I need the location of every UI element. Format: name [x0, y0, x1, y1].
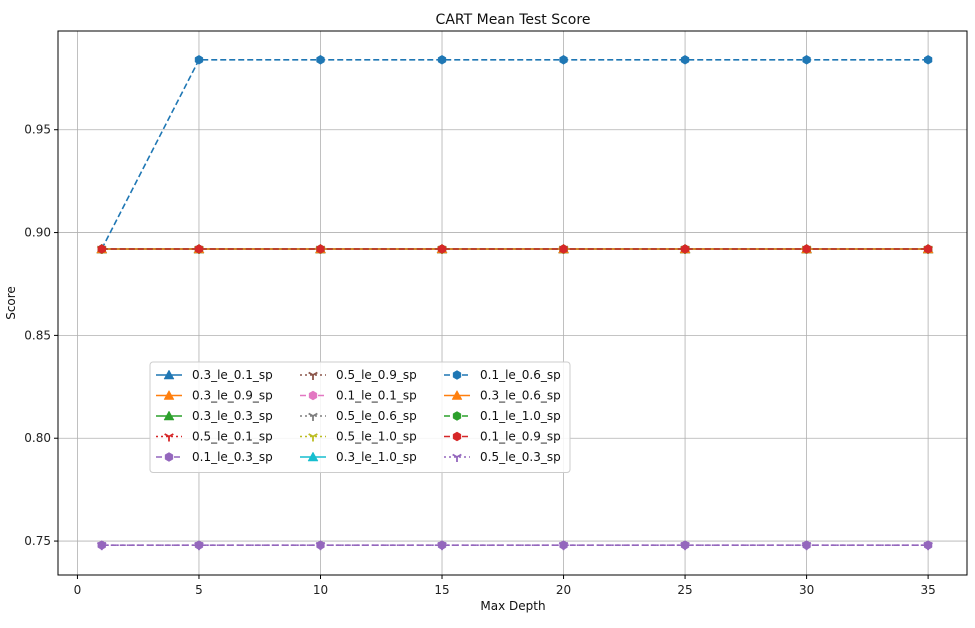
marker	[308, 371, 318, 380]
y-tick-label: 0.85	[24, 328, 51, 342]
marker	[923, 55, 933, 65]
legend-label: 0.3_le_1.0_sp	[336, 450, 417, 464]
marker	[802, 244, 811, 254]
legend-item: 0.3_le_0.1_sp	[156, 368, 273, 382]
marker	[923, 244, 933, 254]
marker	[194, 55, 204, 65]
x-tick-label: 15	[434, 583, 449, 597]
legend-box	[149, 361, 571, 473]
marker	[923, 541, 933, 551]
y-tick-label: 0.80	[24, 431, 51, 445]
legend-item: 0.5_le_0.9_sp	[300, 368, 417, 382]
legend-label: 0.1_le_1.0_sp	[480, 409, 561, 423]
marker	[437, 55, 447, 65]
legend-item: 0.1_le_1.0_sp	[444, 409, 561, 423]
marker	[558, 541, 569, 551]
marker	[451, 389, 463, 400]
series-line	[101, 58, 929, 250]
marker	[194, 541, 204, 551]
legend-label: 0.1_le_0.3_sp	[192, 450, 273, 464]
legend-label: 0.3_le_0.1_sp	[192, 368, 273, 382]
series-0.5_le_0.3_sp	[96, 541, 933, 551]
x-tick-label: 30	[799, 583, 814, 597]
marker	[802, 55, 811, 65]
marker	[163, 389, 175, 400]
marker	[437, 541, 447, 551]
legend-item: 0.1_le_0.9_sp	[444, 430, 561, 444]
marker	[97, 244, 106, 254]
y-tick-label: 0.75	[24, 534, 51, 548]
marker	[452, 411, 462, 421]
x-axis-label: Max Depth	[480, 599, 545, 613]
marker	[315, 541, 326, 551]
legend-item: 0.1_le_0.3_sp	[156, 450, 273, 464]
y-tick-label: 0.95	[24, 123, 51, 137]
legend-label: 0.1_le_0.9_sp	[480, 430, 561, 444]
legend-item: 0.3_le_0.6_sp	[444, 389, 561, 403]
x-tick-label: 0	[74, 583, 82, 597]
legend-item: 0.3_le_1.0_sp	[300, 450, 417, 464]
marker	[194, 244, 204, 254]
legend-item: 0.5_le_0.6_sp	[300, 409, 417, 423]
legend-label: 0.1_le_0.1_sp	[336, 389, 417, 403]
marker	[316, 244, 325, 254]
x-tick-label: 10	[313, 583, 328, 597]
chart-title: CART Mean Test Score	[436, 12, 591, 28]
marker	[308, 390, 318, 401]
axes-frame	[57, 30, 968, 576]
marker	[680, 55, 690, 65]
legend-label: 0.3_le_0.3_sp	[192, 409, 273, 423]
legend-label: 0.3_le_0.9_sp	[192, 389, 273, 403]
x-tick-label: 20	[556, 583, 571, 597]
y-axis-label: Score	[4, 286, 18, 320]
plot-area	[96, 55, 934, 551]
marker	[308, 433, 318, 442]
marker	[452, 453, 462, 462]
legend-label: 0.5_le_0.1_sp	[192, 430, 273, 444]
marker	[96, 541, 107, 551]
legend-label: 0.5_le_1.0_sp	[336, 430, 417, 444]
marker	[452, 370, 462, 380]
marker	[559, 244, 568, 254]
x-tick-label: 5	[195, 583, 203, 597]
marker	[559, 55, 568, 65]
marker	[164, 452, 174, 462]
x-axis: 0 5 10 15 20 25 30 35	[74, 575, 936, 597]
legend-label: 0.1_le_0.6_sp	[480, 368, 561, 382]
marker	[680, 541, 690, 551]
marker	[680, 244, 690, 254]
y-axis: 0.75 0.80 0.85 0.90 0.95	[24, 123, 58, 548]
legend-item: 0.1_le_0.6_sp	[444, 368, 561, 382]
legend-item: 0.5_le_0.1_sp	[156, 430, 273, 444]
marker	[163, 369, 175, 380]
series-0.1_le_0.9_sp	[97, 244, 933, 254]
legend-item: 0.5_le_0.3_sp	[444, 450, 561, 464]
marker	[163, 410, 175, 421]
legend-label: 0.5_le_0.9_sp	[336, 368, 417, 382]
legend-label: 0.3_le_0.6_sp	[480, 389, 561, 403]
marker	[801, 541, 812, 551]
marker	[308, 412, 318, 421]
marker	[316, 55, 325, 65]
grid	[58, 31, 967, 575]
marker	[307, 451, 319, 462]
legend-label: 0.5_le_0.6_sp	[336, 409, 417, 423]
legend-item: 0.3_le_0.9_sp	[156, 389, 273, 403]
y-tick-label: 0.90	[24, 226, 51, 240]
legend-item: 0.3_le_0.3_sp	[156, 409, 273, 423]
marker	[164, 433, 174, 442]
marker	[452, 431, 462, 442]
x-tick-label: 35	[920, 583, 935, 597]
legend-label: 0.5_le_0.3_sp	[480, 450, 561, 464]
x-tick-label: 25	[677, 583, 692, 597]
marker	[437, 244, 447, 254]
legend-item: 0.1_le_0.1_sp	[300, 389, 417, 403]
legend-item: 0.5_le_1.0_sp	[300, 430, 417, 444]
legend: 0.3_le_0.1_sp 0.3_le_0.9_sp 0.3_le_0.3_sp 0…	[149, 361, 571, 473]
